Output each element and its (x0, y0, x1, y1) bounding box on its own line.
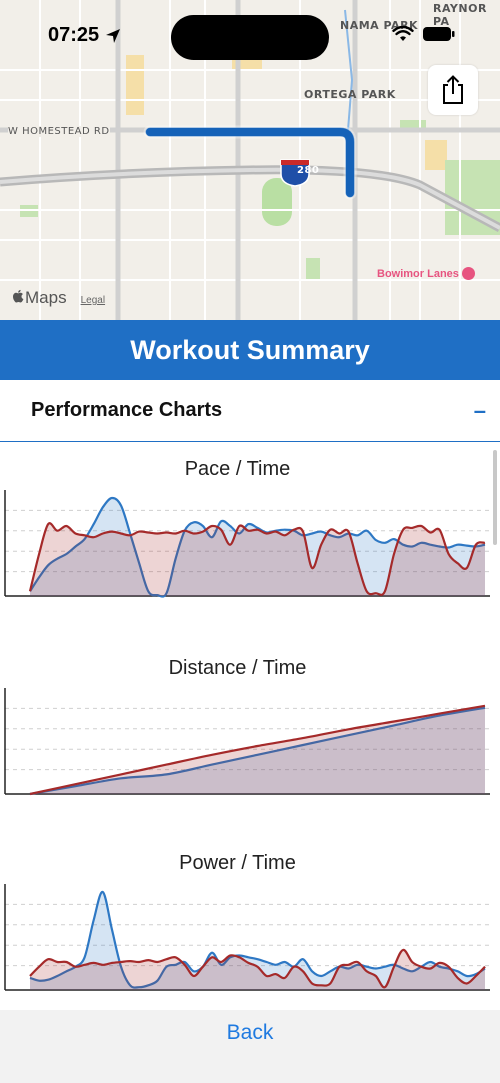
scroll-indicator[interactable] (493, 450, 497, 545)
nav-header: Workout Summary (0, 320, 500, 380)
dynamic-island (171, 15, 329, 60)
chart-title-power: Power / Time (179, 852, 296, 874)
series-area-1 (30, 523, 485, 596)
back-button[interactable]: Back (227, 1019, 274, 1047)
power-time-chart (4, 884, 490, 991)
pace-time-chart (4, 490, 490, 598)
series-area-0 (30, 707, 485, 794)
clock: 07:25 (48, 24, 100, 46)
map-label-raynor: RAYNOR PA (433, 2, 487, 28)
interstate-shield-label: 280 (297, 165, 320, 176)
footer-bar: Back (0, 1010, 500, 1083)
maps-attribution: Maps Legal (12, 288, 105, 308)
status-time: 07:25 (48, 24, 121, 47)
collapse-toggle[interactable]: – (473, 397, 486, 423)
page-title: Workout Summary (130, 334, 370, 365)
legal-link[interactable]: Legal (80, 295, 106, 306)
maps-label: Maps (25, 288, 67, 307)
series-line-1 (28, 522, 486, 596)
chart-title-distance: Distance / Time (168, 657, 307, 679)
series-area-1 (30, 705, 485, 794)
apple-logo-icon (13, 289, 24, 303)
distance-time-chart (4, 688, 490, 796)
series-line-0 (29, 496, 486, 598)
status-icons (392, 26, 456, 42)
apple-maps-logo: Maps (12, 288, 67, 308)
map-canvas (0, 0, 500, 320)
map-poi-bowling[interactable]: Bowimor Lanes (377, 267, 475, 280)
series-line-0 (29, 890, 486, 989)
share-icon (443, 75, 463, 104)
battery-icon (423, 27, 455, 41)
series-area-0 (30, 891, 485, 990)
map-label-homestead: W HOMESTEAD RD (8, 126, 110, 137)
series-area-0 (30, 497, 485, 597)
location-arrow-icon (106, 28, 121, 43)
series-line-0 (29, 706, 486, 796)
series-area-1 (30, 949, 485, 990)
series-line-1 (29, 704, 486, 796)
series-line-1 (29, 948, 486, 989)
map-label-ortega-park: ORTEGA PARK (304, 88, 396, 101)
share-button[interactable] (428, 65, 478, 115)
route-map[interactable]: 280 RAYNOR PA NAMA PARK ORTEGA PARK W HO… (0, 0, 500, 320)
bowling-pin-icon (461, 267, 475, 280)
performance-charts-section[interactable]: Performance Charts – (0, 380, 500, 442)
wifi-icon (392, 26, 414, 41)
chart-title-pace: Pace / Time (184, 458, 291, 480)
section-title: Performance Charts (31, 399, 223, 421)
bowling-label: Bowimor Lanes (377, 267, 459, 280)
